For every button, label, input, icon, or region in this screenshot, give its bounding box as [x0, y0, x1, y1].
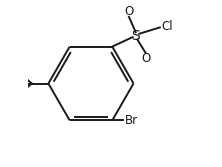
- Text: O: O: [141, 52, 150, 65]
- Text: Br: Br: [125, 114, 138, 127]
- Text: Cl: Cl: [162, 20, 173, 33]
- Text: S: S: [131, 29, 140, 43]
- Text: O: O: [124, 5, 134, 18]
